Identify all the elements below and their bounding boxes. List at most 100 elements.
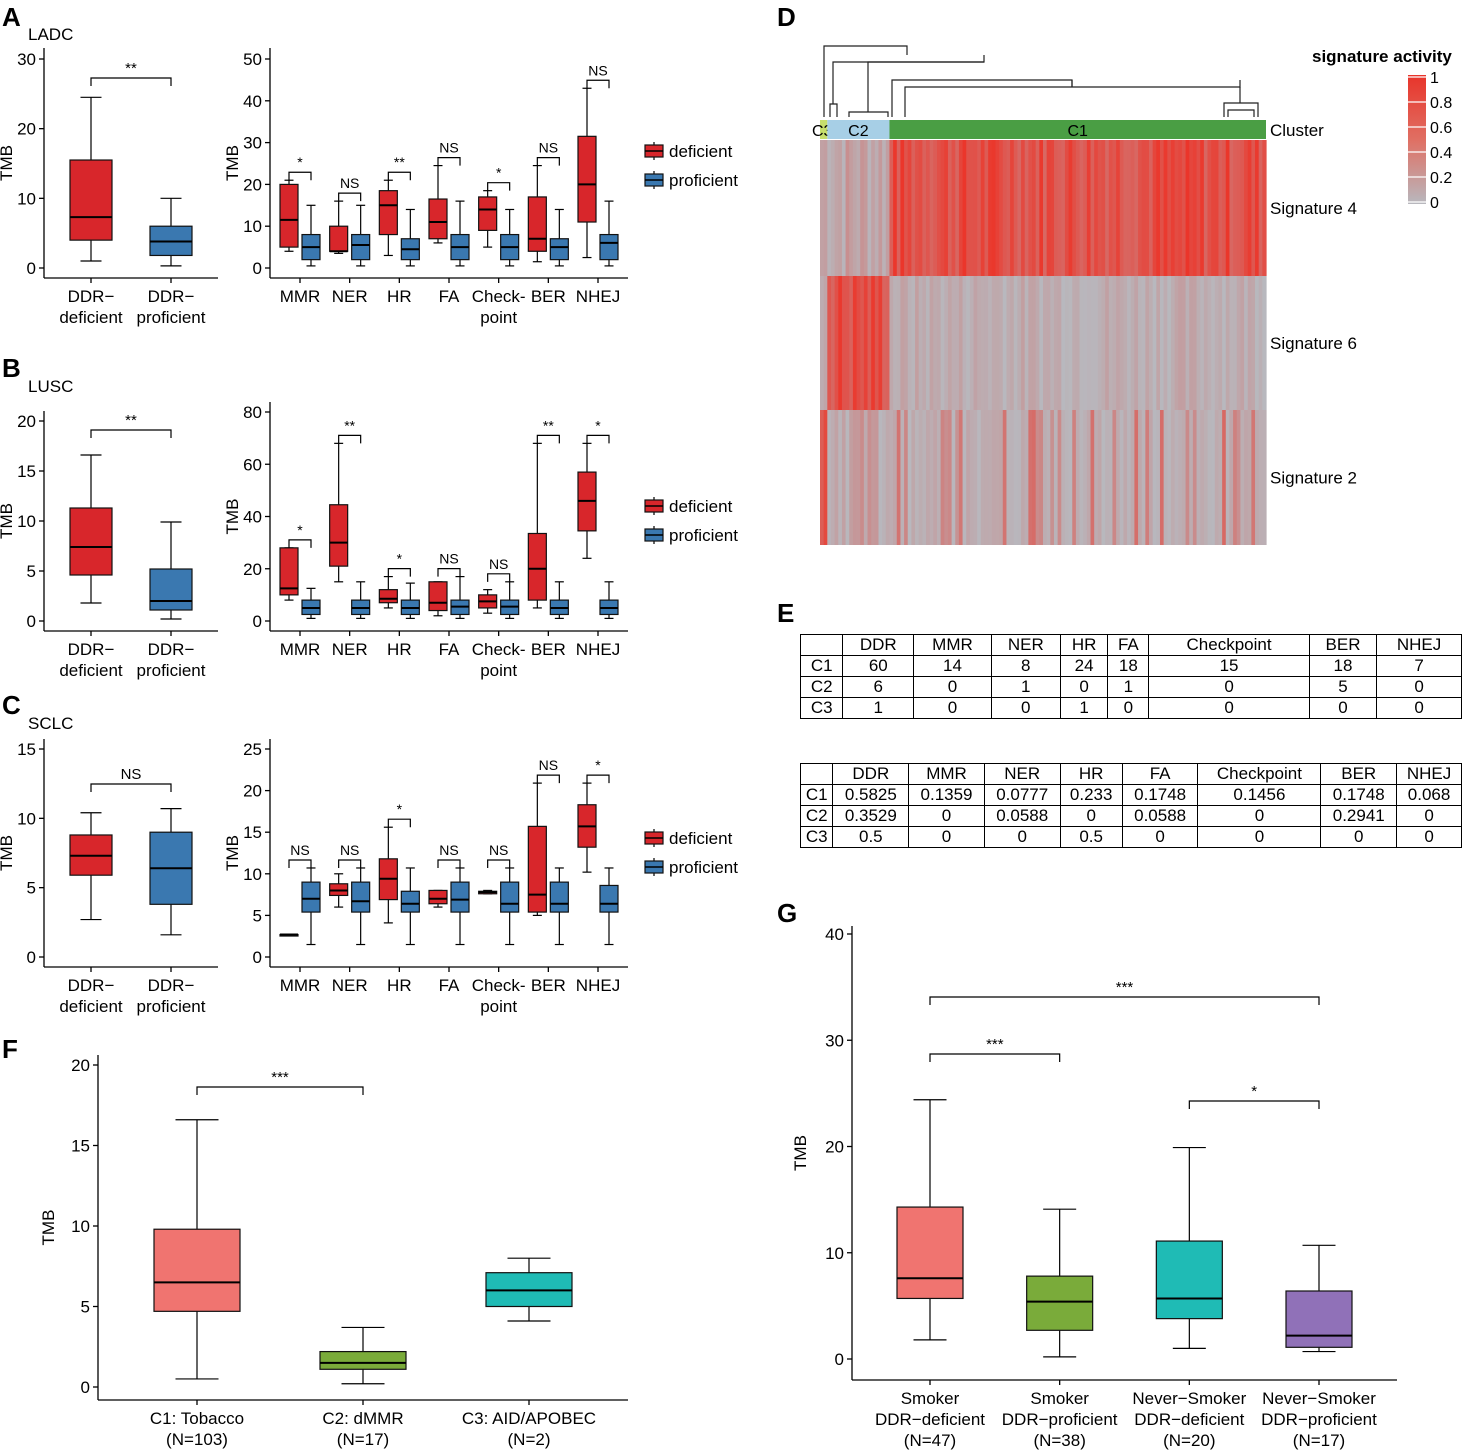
box-proficient	[500, 867, 520, 946]
significance-bracket	[338, 434, 362, 444]
table-cell: 0	[1396, 826, 1462, 848]
heatmap-cell	[1086, 140, 1092, 276]
heatmap-cell	[973, 140, 978, 276]
heatmap-cell	[1258, 140, 1263, 276]
heatmap-cell	[1032, 276, 1037, 410]
table-cell: C3	[799, 826, 834, 848]
box-proficient	[149, 521, 193, 620]
heatmap-cell	[1010, 410, 1015, 545]
y-tick-label: 0	[253, 612, 262, 631]
heatmap-cell	[1214, 276, 1220, 410]
heatmap-cell	[1141, 410, 1146, 545]
heatmap-cell	[944, 410, 949, 545]
heatmap-cell	[1145, 140, 1150, 276]
heatmap-cell	[1006, 410, 1011, 545]
box-proficient	[450, 200, 470, 267]
legend-item-deficient: deficient	[644, 142, 733, 161]
box-deficient	[69, 812, 113, 921]
heatmap-cell	[1156, 276, 1161, 410]
x-tick-label: DDR− proficient	[137, 640, 206, 680]
heatmap-cell	[1002, 276, 1008, 410]
heatmap-cell	[936, 276, 942, 410]
chart-lusc-pathways: 0 20 40 60 80 TMB * MMR ** NER * HR NS FA NS Check-poin…	[223, 402, 738, 680]
heatmap-cell	[951, 276, 956, 410]
heatmap-cell	[1225, 410, 1231, 545]
box-deficient	[279, 179, 299, 252]
heatmap-cell	[1108, 276, 1114, 410]
heatmap-cell	[1094, 140, 1099, 276]
heatmap-cell	[991, 410, 997, 545]
y-tick-label: 20	[243, 175, 262, 194]
legend-item-proficient: proficient	[644, 858, 738, 877]
heatmap-cell	[955, 276, 960, 410]
heatmap-cell	[882, 140, 887, 276]
heatmap-cell	[1050, 410, 1055, 545]
box-iqr	[69, 159, 113, 241]
table-cell: 0.1456	[1197, 784, 1322, 806]
chart-title: SCLC	[28, 714, 73, 733]
heatmap-cell	[980, 140, 986, 276]
heatmap-cell	[940, 276, 945, 410]
heatmap-cell	[936, 140, 942, 276]
heatmap-cell	[1149, 410, 1154, 545]
table-cell: 0	[1107, 697, 1150, 719]
table-cell: 0.3529	[832, 805, 910, 827]
table-cell: 6	[842, 676, 915, 698]
y-tick-label: 20	[243, 782, 262, 801]
y-tick-label: 5	[253, 906, 262, 925]
heatmap-cell	[984, 276, 989, 410]
y-axis-title: TMB	[791, 1135, 810, 1171]
x-tick-label: NER	[332, 287, 368, 306]
y-tick-label: 20	[243, 560, 262, 579]
heatmap-cell	[1203, 140, 1209, 276]
box-deficient	[428, 164, 448, 244]
heatmap-cell	[1170, 410, 1176, 545]
heatmap-cell	[1123, 276, 1128, 410]
table-cell: 0	[990, 697, 1061, 719]
heatmap-cell	[882, 276, 887, 410]
x-tick-label: Never−Smoker DDR−deficient (N=20)	[1132, 1389, 1246, 1450]
heatmap-cell	[911, 276, 916, 410]
heatmap-cell	[1159, 140, 1165, 276]
heatmap-cell	[1192, 276, 1198, 410]
box-iqr	[351, 881, 371, 913]
significance-bracket	[487, 573, 511, 582]
y-tick-label: 0	[27, 948, 36, 967]
x-tick-label: BER	[531, 640, 566, 659]
heatmap-cell	[871, 410, 876, 545]
significance-label: ***	[986, 1036, 1004, 1053]
table-cell: NHEJ	[1376, 634, 1462, 656]
heatmap-cell	[1053, 410, 1059, 545]
heatmap-cell	[1006, 276, 1011, 410]
heatmap-cell	[1229, 140, 1234, 276]
heatmap-cell	[1251, 140, 1256, 276]
heatmap-cell	[841, 140, 847, 276]
significance-label: NS	[340, 175, 359, 191]
heatmap-cell	[922, 410, 927, 545]
x-tick-label: Smoker DDR−deficient (N=47)	[875, 1389, 985, 1450]
significance-bracket	[196, 1086, 364, 1095]
heatmap-cell	[1255, 410, 1260, 545]
table-cell: 0.233	[1059, 784, 1123, 806]
heatmap-cell	[1108, 140, 1114, 276]
x-tick-label: DDR− proficient	[137, 287, 206, 327]
box-iqr	[400, 890, 420, 913]
chart-sclc-overall: 0 5 10 15 TMB SCLC DDR− deficient DDR− proficient…	[0, 714, 218, 1016]
dendrogram-branch	[829, 103, 838, 117]
heatmap-cell	[1163, 140, 1168, 276]
heatmap-cell	[1046, 140, 1051, 276]
heatmap-cell	[969, 276, 975, 410]
heatmap-cell	[1061, 140, 1066, 276]
box-deficient	[478, 889, 498, 895]
heatmap-cell	[1119, 410, 1125, 545]
box-iqr	[527, 825, 547, 913]
heatmap-cell	[1075, 140, 1081, 276]
legend-item-deficient: deficient	[644, 497, 733, 516]
heatmap-cell	[1057, 276, 1062, 410]
box-iqr	[450, 881, 470, 913]
box-iqr	[599, 884, 619, 913]
table-cell: 0.1748	[1320, 784, 1398, 806]
table-cell: 0	[983, 826, 1061, 848]
x-tick-label: C2: dMMR (N=17)	[322, 1409, 403, 1449]
x-tick-label: MMR	[280, 640, 321, 659]
